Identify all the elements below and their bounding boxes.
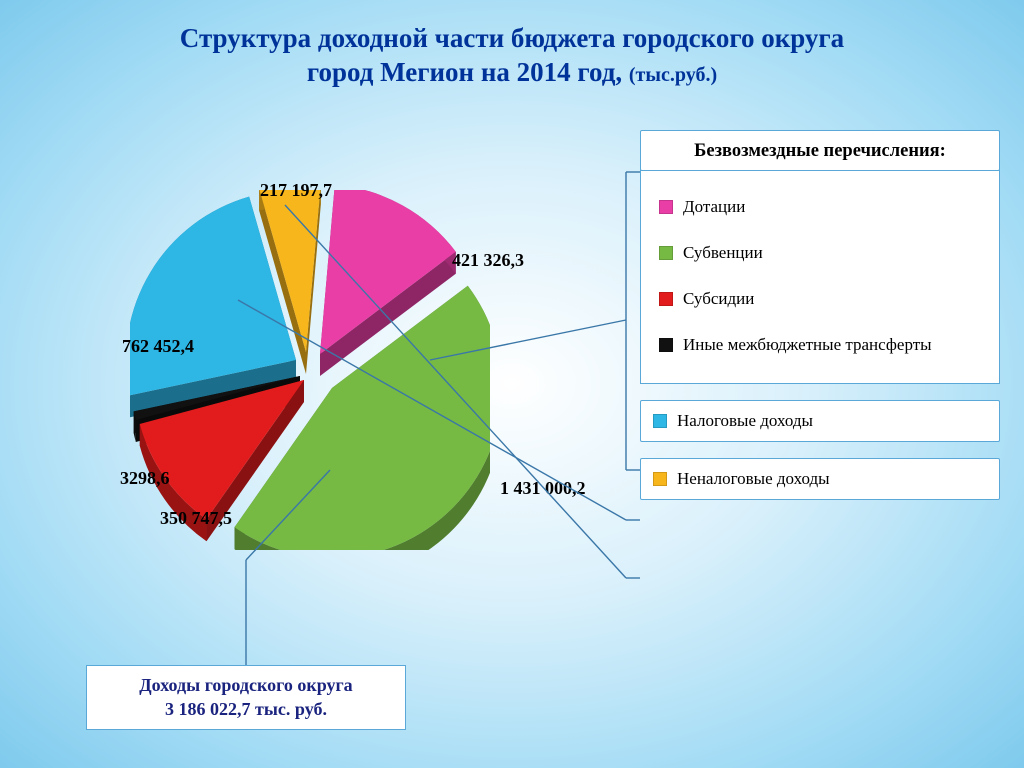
legend-swatch-subsidies	[659, 292, 673, 306]
legend-swatch-dotations	[659, 200, 673, 214]
legend-label-dotations: Дотации	[683, 197, 745, 217]
pie-value-subventions: 1 431 000,2	[500, 478, 586, 499]
title-line2-main: город Мегион на 2014 год,	[307, 57, 622, 87]
pie-chart-area: 421 326,31 431 000,2350 747,53298,6762 4…	[40, 135, 580, 605]
pie-value-dotations: 421 326,3	[452, 250, 524, 271]
page-title: Структура доходной части бюджета городск…	[0, 0, 1024, 90]
legend-label-tax: Налоговые доходы	[677, 411, 813, 431]
legend-swatch-other_ib	[659, 338, 673, 352]
pie-value-subsidies: 350 747,5	[160, 508, 232, 529]
pie-value-other_ib: 3298,6	[120, 468, 170, 489]
pie-value-nontax: 217 197,7	[260, 180, 332, 201]
legend-item-other_ib: Иные межбюджетные трансферты	[659, 335, 981, 355]
total-line2: 3 186 022,7 тыс. руб.	[165, 699, 327, 719]
total-line1: Доходы городского округа	[139, 675, 352, 695]
legend-swatch-subventions	[659, 246, 673, 260]
legend-outer-group: Налоговые доходы Неналоговые доходы	[640, 400, 1000, 500]
legend-label-subventions: Субвенции	[683, 243, 763, 263]
legend-label-subsidies: Субсидии	[683, 289, 754, 309]
legend-label-other_ib: Иные межбюджетные трансферты	[683, 335, 932, 355]
title-line2-suffix: (тыс.руб.)	[629, 64, 717, 86]
legend-swatch-nontax	[653, 472, 667, 486]
legend-panel: Безвозмездные перечисления: Дотации Субве…	[640, 130, 1000, 500]
legend-item-subventions: Субвенции	[659, 243, 981, 263]
legend-item-subsidies: Субсидии	[659, 289, 981, 309]
legend-header: Безвозмездные перечисления:	[640, 130, 1000, 171]
pie-value-tax: 762 452,4	[122, 336, 194, 357]
legend-item-dotations: Дотации	[659, 197, 981, 217]
legend-outer-tax: Налоговые доходы	[640, 400, 1000, 442]
total-income-box: Доходы городского округа 3 186 022,7 тыс…	[86, 665, 406, 730]
pie-chart	[130, 190, 490, 550]
legend-label-nontax: Неналоговые доходы	[677, 469, 830, 489]
legend-outer-nontax: Неналоговые доходы	[640, 458, 1000, 500]
legend-inner-group: Дотации Субвенции Субсидии Иные межбюджетны…	[640, 170, 1000, 384]
title-line1: Структура доходной части бюджета городск…	[180, 23, 844, 53]
legend-swatch-tax	[653, 414, 667, 428]
